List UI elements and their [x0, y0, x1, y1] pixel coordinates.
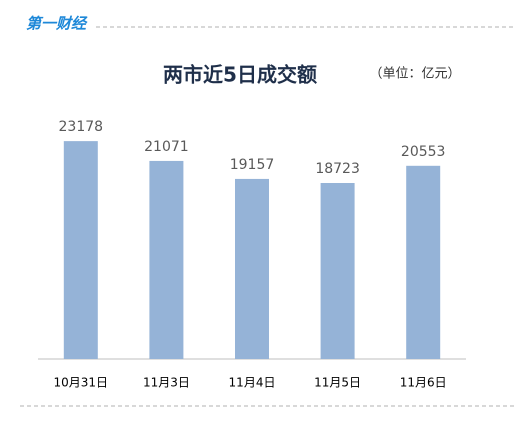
data-label: 21071 — [144, 139, 189, 155]
data-label: 23178 — [59, 119, 104, 135]
data-label: 20553 — [401, 144, 446, 160]
x-tick-label: 10月31日 — [54, 376, 109, 390]
data-label: 19157 — [230, 157, 275, 173]
data-label: 18723 — [315, 161, 360, 177]
chart-title: 两市近5日成交额 — [163, 63, 317, 87]
x-tick-label: 11月5日 — [314, 376, 361, 390]
bar — [320, 183, 355, 359]
bar — [63, 141, 98, 359]
x-tick-label: 11月6日 — [400, 376, 447, 390]
bar — [406, 165, 441, 359]
x-tick-label: 11月3日 — [143, 376, 190, 390]
x-tick-label: 11月4日 — [229, 376, 276, 390]
bar — [149, 160, 184, 359]
bar — [235, 178, 269, 359]
chart-subtitle: （单位：亿元） — [369, 67, 460, 82]
logo: 第一财经 — [26, 15, 88, 33]
